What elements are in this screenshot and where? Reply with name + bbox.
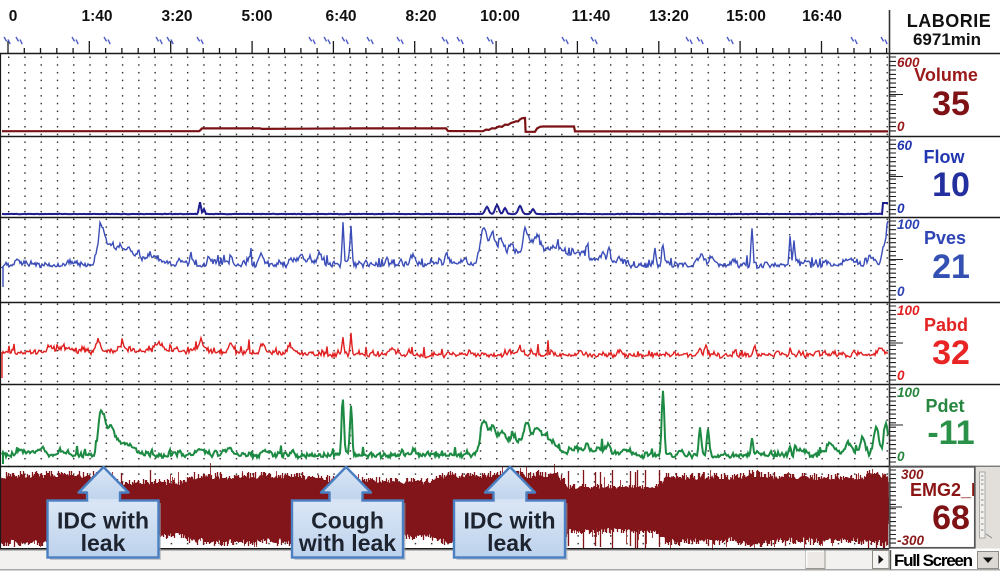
svg-text:5:00: 5:00 (241, 8, 272, 25)
svg-text:600: 600 (897, 55, 920, 70)
svg-text:0: 0 (897, 449, 905, 464)
svg-text:Cough: Cough (311, 508, 384, 534)
svg-text:60: 60 (897, 138, 913, 153)
svg-text:with leak: with leak (298, 530, 396, 556)
svg-text:0: 0 (897, 119, 905, 134)
svg-text:Flow: Flow (924, 147, 966, 167)
svg-text:13:20: 13:20 (649, 8, 689, 25)
svg-text:100: 100 (897, 385, 920, 400)
svg-text:6971min: 6971min (913, 30, 981, 49)
svg-text:-300: -300 (897, 533, 925, 548)
svg-text:3:20: 3:20 (161, 8, 192, 25)
svg-text:8:20: 8:20 (405, 8, 436, 25)
svg-text:10: 10 (932, 166, 970, 204)
svg-text:35: 35 (932, 85, 970, 123)
svg-text:leak: leak (487, 530, 532, 556)
svg-text:IDC with: IDC with (464, 508, 556, 534)
svg-text:15:00: 15:00 (726, 8, 766, 25)
svg-text:16:40: 16:40 (802, 8, 842, 25)
svg-text:0: 0 (9, 8, 18, 25)
svg-text:Volume: Volume (914, 65, 978, 85)
svg-text:11:40: 11:40 (572, 8, 611, 25)
svg-text:Full Screen: Full Screen (894, 551, 973, 570)
svg-text:LABORIE: LABORIE (907, 11, 992, 31)
svg-text:100: 100 (897, 303, 920, 318)
svg-text:Pdet: Pdet (925, 396, 964, 416)
svg-text:6:40: 6:40 (325, 8, 356, 25)
svg-text:1:40: 1:40 (81, 8, 112, 25)
svg-text:Pves: Pves (924, 228, 966, 248)
svg-text:300: 300 (901, 467, 924, 482)
svg-text:100: 100 (897, 217, 920, 232)
svg-text:0: 0 (897, 368, 905, 383)
svg-text:21: 21 (932, 248, 970, 286)
svg-text:0: 0 (897, 284, 905, 299)
svg-text:0: 0 (897, 201, 905, 216)
svg-text:EMG2_E: EMG2_E (910, 480, 983, 500)
svg-text:10:00: 10:00 (480, 8, 520, 25)
svg-text:Pabd: Pabd (924, 315, 968, 335)
svg-text:68: 68 (932, 499, 970, 537)
svg-text:leak: leak (81, 530, 126, 556)
svg-text:-11: -11 (927, 414, 974, 452)
svg-text:32: 32 (932, 334, 970, 372)
svg-text:IDC with: IDC with (57, 508, 149, 534)
